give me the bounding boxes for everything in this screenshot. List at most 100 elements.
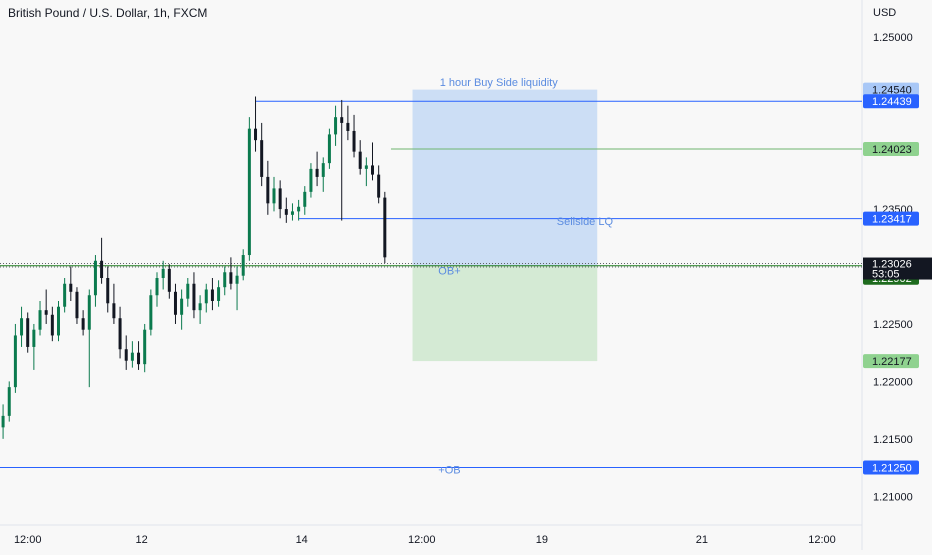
price-label-1.22177: 1.22177 bbox=[863, 354, 919, 369]
candle bbox=[278, 180, 282, 219]
candle-body bbox=[315, 168, 319, 177]
candle-body bbox=[149, 295, 153, 330]
candle bbox=[217, 280, 221, 307]
candle-body bbox=[106, 278, 110, 304]
buy-zone bbox=[412, 89, 598, 266]
candle-body bbox=[241, 255, 245, 276]
candle-body bbox=[173, 291, 177, 315]
candle bbox=[69, 266, 73, 301]
candle-body bbox=[143, 329, 147, 365]
candle-body bbox=[352, 130, 356, 152]
price-label-1.24023: 1.24023 bbox=[863, 141, 919, 156]
candle-body bbox=[69, 283, 73, 292]
candle-body bbox=[118, 318, 122, 350]
candle-body bbox=[87, 295, 91, 330]
candle bbox=[143, 323, 147, 373]
candle bbox=[284, 197, 288, 223]
price-label-1.22177-text: 1.22177 bbox=[872, 356, 912, 368]
candle bbox=[204, 283, 208, 313]
candle bbox=[358, 140, 362, 175]
candle bbox=[100, 237, 104, 284]
current-price-label-background bbox=[863, 257, 932, 280]
candle-body bbox=[155, 278, 159, 296]
y-tick-21000: 1.21000 bbox=[873, 491, 913, 503]
candle bbox=[13, 323, 17, 393]
candle-body bbox=[50, 314, 54, 336]
candle-body bbox=[167, 268, 171, 292]
price-label-1.24439-background bbox=[863, 94, 919, 109]
price-label-1.23417-background bbox=[863, 211, 919, 226]
candle-body bbox=[38, 310, 42, 330]
candle-body bbox=[100, 260, 104, 279]
candle bbox=[130, 341, 134, 368]
candle bbox=[167, 264, 171, 299]
candle-body bbox=[180, 298, 184, 315]
candle bbox=[137, 341, 141, 370]
price-label-1.22177-background bbox=[863, 354, 919, 369]
annotations-layer: 1 hour Buy Side liquidity Sellside LQ OB+ +… bbox=[438, 77, 613, 476]
candle bbox=[321, 157, 325, 192]
candle bbox=[7, 381, 11, 422]
candle-body bbox=[383, 197, 387, 258]
price-label-1.24023-background bbox=[863, 141, 919, 156]
current-price-countdown: 53:05 bbox=[872, 269, 900, 281]
candle bbox=[50, 306, 54, 342]
candle bbox=[235, 266, 239, 311]
candle-body bbox=[260, 140, 264, 177]
candle bbox=[315, 151, 319, 187]
candle bbox=[303, 186, 307, 215]
candle-body bbox=[26, 318, 30, 347]
candle-body bbox=[198, 303, 202, 311]
candle bbox=[155, 272, 159, 307]
label-buy-side-liquidity: 1 hour Buy Side liquidity bbox=[440, 77, 559, 89]
candle-body bbox=[56, 306, 60, 336]
candle bbox=[260, 122, 264, 187]
candle bbox=[198, 295, 202, 324]
candle bbox=[290, 203, 294, 221]
candle-body bbox=[161, 268, 165, 279]
candle bbox=[377, 165, 381, 204]
candle bbox=[371, 142, 375, 181]
x-tick-3: 12:00 bbox=[408, 534, 436, 546]
candle-body bbox=[290, 211, 294, 215]
price-label-1.23417-text: 1.23417 bbox=[872, 214, 912, 226]
label-plus-ob: +OB bbox=[438, 464, 460, 476]
price-label-1.24023-text: 1.24023 bbox=[872, 144, 912, 156]
candle-body bbox=[204, 289, 208, 304]
x-tick-4: 19 bbox=[536, 534, 548, 546]
candle-body bbox=[235, 275, 239, 284]
time-axis[interactable]: 12:00 12 14 12:00 19 21 12:00 bbox=[14, 534, 836, 546]
candle bbox=[247, 117, 251, 261]
candle bbox=[266, 160, 270, 215]
price-label-1.24540-text: 1.24540 bbox=[872, 85, 912, 97]
candle-body bbox=[13, 335, 17, 388]
current-price-value: 1.23026 bbox=[872, 259, 912, 271]
price-label-1.21250-background bbox=[863, 460, 919, 475]
candle bbox=[56, 300, 60, 342]
candle bbox=[346, 105, 350, 141]
candle-body bbox=[75, 291, 79, 319]
candle bbox=[192, 272, 196, 319]
levels-layer bbox=[0, 100, 862, 469]
label-ob-plus: OB+ bbox=[438, 266, 460, 278]
candle bbox=[210, 278, 214, 311]
candle-body bbox=[1, 415, 5, 428]
candle bbox=[254, 96, 258, 152]
candle-body bbox=[364, 165, 368, 169]
x-tick-6: 12:00 bbox=[808, 534, 836, 546]
candle-body bbox=[371, 165, 375, 175]
candle bbox=[124, 335, 128, 370]
candle bbox=[118, 306, 122, 359]
candle-body bbox=[44, 310, 48, 315]
label-sellside-lq: Sellside LQ bbox=[557, 216, 614, 228]
currency-label: USD bbox=[873, 7, 896, 19]
candle-body bbox=[254, 128, 258, 141]
candle bbox=[32, 323, 36, 370]
candle-body bbox=[32, 329, 36, 347]
candle bbox=[383, 191, 387, 264]
candles-layer bbox=[1, 96, 387, 439]
candle-body bbox=[346, 122, 350, 131]
price-label-1.21250-text: 1.21250 bbox=[872, 463, 912, 475]
